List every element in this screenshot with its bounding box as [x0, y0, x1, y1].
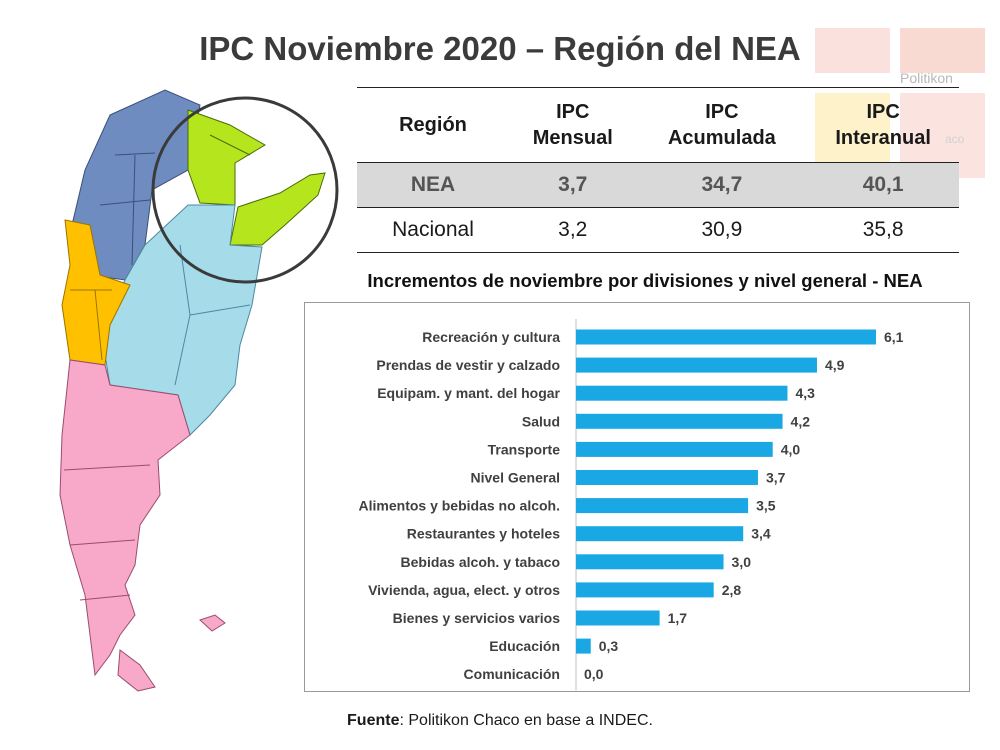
table-header-row: Región IPC Mensual IPC Acumulada IPC Int… [357, 87, 959, 163]
category-label: Alimentos y bebidas no alcoh. [359, 498, 560, 514]
category-label: Bebidas alcoh. y tabaco [401, 554, 561, 570]
category-label: Bienes y servicios varios [393, 610, 561, 626]
category-label: Prendas de vestir y calzado [376, 357, 560, 373]
bar-chart-svg: Recreación y cultura 6,1 Prendas de vestir… [359, 319, 904, 691]
bar [576, 413, 783, 429]
data-label: 3,4 [751, 526, 771, 542]
row-mensual: 3,7 [509, 162, 637, 208]
category-label: Vivienda, agua, elect. y otros [368, 582, 560, 598]
row-interanual: 40,1 [807, 162, 959, 208]
logo-text: Politikon [900, 70, 953, 86]
row-interanual: 35,8 [807, 207, 959, 253]
bar [576, 441, 773, 457]
data-label: 4,2 [791, 413, 811, 429]
data-label: 6,1 [884, 329, 904, 345]
bar-chart: Recreación y cultura 6,1 Prendas de vestir… [304, 302, 970, 692]
header-ipc-acumulada: IPC Acumulada [636, 87, 808, 163]
data-label: 4,0 [781, 441, 801, 457]
data-label: 3,7 [766, 470, 786, 486]
bar [576, 470, 758, 485]
bar [576, 554, 724, 570]
page-title: IPC Noviembre 2020 – Región del NEA [199, 30, 801, 67]
category-label: Nivel General [471, 470, 561, 486]
chart-title: Incrementos de noviembre por divisiones … [367, 270, 923, 291]
region-patagonia [59, 359, 191, 677]
data-label: 4,9 [825, 357, 845, 373]
tierra-del-fuego [117, 649, 156, 692]
data-label: 0,3 [599, 638, 619, 654]
bar [576, 498, 749, 514]
ipc-table: Región IPC Mensual IPC Acumulada IPC Int… [357, 87, 959, 253]
category-label: Restaurantes y hoteles [407, 526, 560, 542]
row-acumulada: 30,9 [636, 207, 808, 253]
bar [576, 526, 744, 542]
data-label: 0,0 [584, 666, 604, 682]
bar [576, 329, 876, 345]
footer-source: Fuente: Politikon Chaco en base a INDEC. [0, 712, 1000, 730]
table-row: NEA 3,7 34,7 40,1 [357, 162, 959, 208]
malvinas-islands [199, 614, 226, 632]
row-region: Nacional [357, 207, 509, 253]
category-label: Equipam. y mant. del hogar [377, 385, 560, 401]
row-acumulada: 34,7 [636, 162, 808, 208]
data-label: 3,0 [732, 554, 752, 570]
header-region: Región [357, 87, 509, 163]
category-label: Educación [489, 638, 560, 654]
header-ipc-interanual: IPC Interanual [807, 87, 959, 163]
bar [576, 357, 817, 373]
category-label: Recreación y cultura [422, 329, 560, 345]
bar [576, 638, 591, 654]
region-nea [187, 109, 266, 206]
header-ipc-mensual: IPC Mensual [509, 87, 637, 163]
category-label: Transporte [488, 441, 561, 457]
category-label: Salud [522, 413, 560, 429]
region-cuyo [61, 219, 131, 366]
footer-label: Fuente [347, 712, 400, 729]
nea-highlight-circle [151, 96, 339, 284]
data-label: 3,5 [756, 498, 776, 514]
bar [576, 385, 788, 401]
data-label: 4,3 [795, 385, 815, 401]
row-mensual: 3,2 [509, 207, 637, 253]
argentina-map [59, 89, 339, 692]
row-region: NEA [357, 162, 509, 208]
table-row: Nacional 3,2 30,9 35,8 [357, 207, 959, 253]
category-label: Comunicación [464, 666, 560, 682]
footer-text: : Politikon Chaco en base a INDEC. [399, 712, 653, 729]
data-label: 2,8 [722, 582, 742, 598]
data-label: 1,7 [668, 610, 688, 626]
bar [576, 610, 660, 626]
region-misiones [229, 172, 326, 246]
bar [576, 582, 714, 598]
